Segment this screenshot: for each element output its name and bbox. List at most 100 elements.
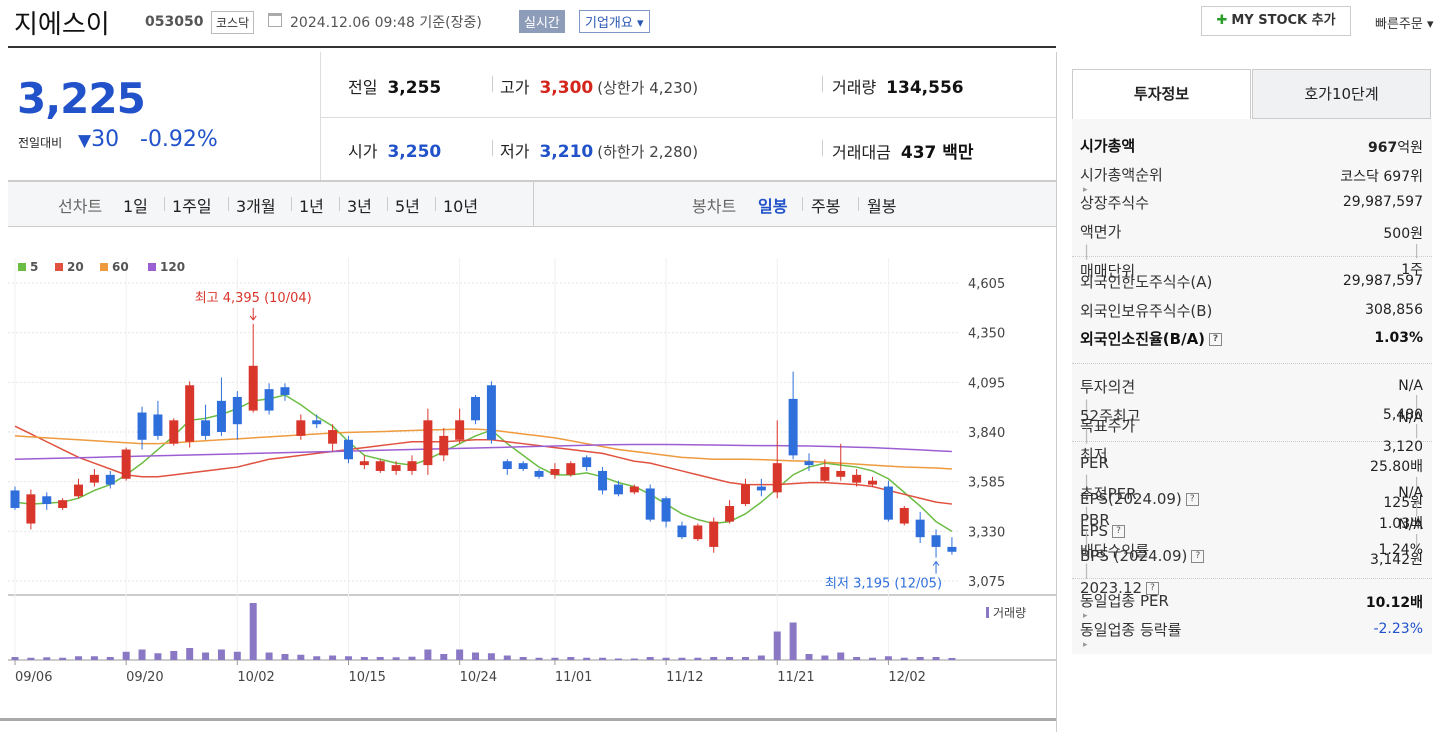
arrow-icon: ▸ (1083, 611, 1088, 621)
y-tick-label: 4,095 (968, 376, 1005, 391)
candle-body (836, 470, 846, 477)
period-tab[interactable]: 1년 (299, 197, 324, 216)
info-row-label: 시가총액 (1080, 135, 1135, 156)
field-label: 거래량 (832, 78, 877, 97)
period-tabs (8, 181, 1056, 227)
candle-body (359, 461, 369, 466)
realtime-button[interactable]: 실시간 (519, 10, 565, 33)
help-icon[interactable]: ? (1191, 550, 1205, 563)
x-tick-label: 09/06 (15, 670, 52, 685)
period-tab[interactable]: 주봉 (811, 197, 841, 216)
info-value: 3,142원 (1370, 552, 1423, 568)
volume-bar (313, 656, 321, 660)
divider (320, 52, 321, 180)
info-row-label: 52주최고 | 최저 (1080, 405, 1141, 465)
info-value: 1.03% (1374, 330, 1423, 346)
info-label: 시가총액 (1080, 137, 1136, 155)
candle-body (375, 461, 385, 471)
period-tab[interactable]: 3년 (347, 197, 372, 216)
info-row-value: 500원 | 1주 (1383, 223, 1423, 279)
legend-swatch (18, 263, 26, 271)
quote-field: 고가 3,300 (상한가 4,230) (492, 74, 699, 98)
quote-box (8, 52, 1056, 181)
tab-group-label: 봉차트 (692, 197, 737, 216)
volume-bar (678, 657, 686, 660)
info-row-value: 29,987,597 (1343, 194, 1423, 210)
candle-body (280, 387, 290, 395)
candle-body (343, 439, 353, 460)
legend-label: 60 (112, 260, 129, 274)
field-note: (하한가 2,280) (597, 143, 699, 161)
info-row-value: 29,987,597 (1343, 273, 1423, 289)
help-icon[interactable]: ? (1146, 581, 1160, 595)
candle-body (820, 467, 830, 481)
field-value: 3,255 (387, 78, 442, 98)
group-divider (1072, 578, 1432, 579)
candle-body (423, 420, 433, 466)
period-tab[interactable]: 10년 (443, 197, 479, 216)
info-value: 29,987,597 (1342, 273, 1423, 289)
volume-bar (710, 657, 718, 660)
panel-tab[interactable]: 호가10단계 (1252, 69, 1431, 119)
candle-body (518, 463, 528, 470)
change-label: 전일대비 (18, 136, 63, 150)
volume-bar (265, 652, 273, 660)
legend-label: 120 (160, 260, 185, 274)
field-label: 거래대금 (832, 143, 891, 162)
separator: | (1414, 422, 1419, 439)
volume-bar (916, 657, 924, 660)
candle-body (582, 457, 592, 468)
volume-bar (75, 656, 83, 660)
info-row-label: 외국인보유주식수(B) (1080, 300, 1212, 321)
period-tab[interactable]: 일봉 (758, 197, 788, 216)
y-tick-label: 4,605 (968, 277, 1005, 292)
info-row-label: 동일업종 등락률 ▸ (1080, 619, 1181, 650)
x-tick-label: 11/01 (555, 670, 592, 685)
info-label: 동일업종 PER (1080, 592, 1169, 610)
separator (822, 140, 823, 156)
volume-bar (122, 651, 130, 660)
info-label: 액면가 (1080, 222, 1122, 241)
separator: | (1414, 500, 1419, 517)
quick-order[interactable]: 빠른주문 ▾ (1375, 17, 1434, 32)
my-stock-button[interactable]: ✚ MY STOCK 추가 (1201, 6, 1351, 36)
bottom-bar (0, 718, 1056, 721)
volume-bar (360, 657, 368, 660)
tab-separator (435, 197, 436, 211)
candle-body (439, 435, 449, 456)
period-tab[interactable]: 3개월 (236, 197, 276, 216)
help-icon[interactable]: ? (1112, 524, 1126, 538)
volume-bar (170, 651, 178, 660)
volume-bar (900, 657, 908, 660)
tab-separator (858, 197, 859, 211)
candle-body (328, 430, 338, 444)
separator (492, 140, 493, 156)
candle-body (868, 480, 878, 485)
separator: | (1414, 476, 1419, 492)
field-value: 3,300 (539, 78, 594, 98)
volume-bar (392, 657, 400, 660)
volume-bar (281, 654, 289, 660)
panel-tab[interactable]: 투자정보 (1072, 69, 1251, 119)
period-tab[interactable]: 월봉 (867, 197, 897, 216)
info-row-label: PBR | BPS (2024.09)? (1080, 511, 1205, 565)
help-icon[interactable]: ? (1209, 333, 1223, 346)
info-label: PBR (1080, 511, 1110, 529)
separator (492, 76, 493, 92)
separator: | (1414, 394, 1419, 410)
info-value: 1.24% (1378, 541, 1423, 558)
market-badge: 코스닥 (211, 11, 255, 34)
period-tab[interactable]: 1주일 (172, 197, 212, 216)
volume-bar (344, 656, 352, 660)
help-icon[interactable]: ? (1185, 493, 1199, 506)
x-tick-label: 10/24 (460, 670, 497, 685)
field-note: (상한가 4,230) (597, 79, 699, 97)
candle-body (550, 469, 560, 475)
overview-dropdown[interactable]: 기업개요 ▾ (579, 10, 650, 33)
volume-bar (948, 657, 956, 660)
period-tab[interactable]: 1일 (123, 197, 148, 216)
candle-body (121, 449, 131, 479)
volume-bar (551, 657, 559, 660)
period-tab[interactable]: 5년 (395, 197, 420, 216)
